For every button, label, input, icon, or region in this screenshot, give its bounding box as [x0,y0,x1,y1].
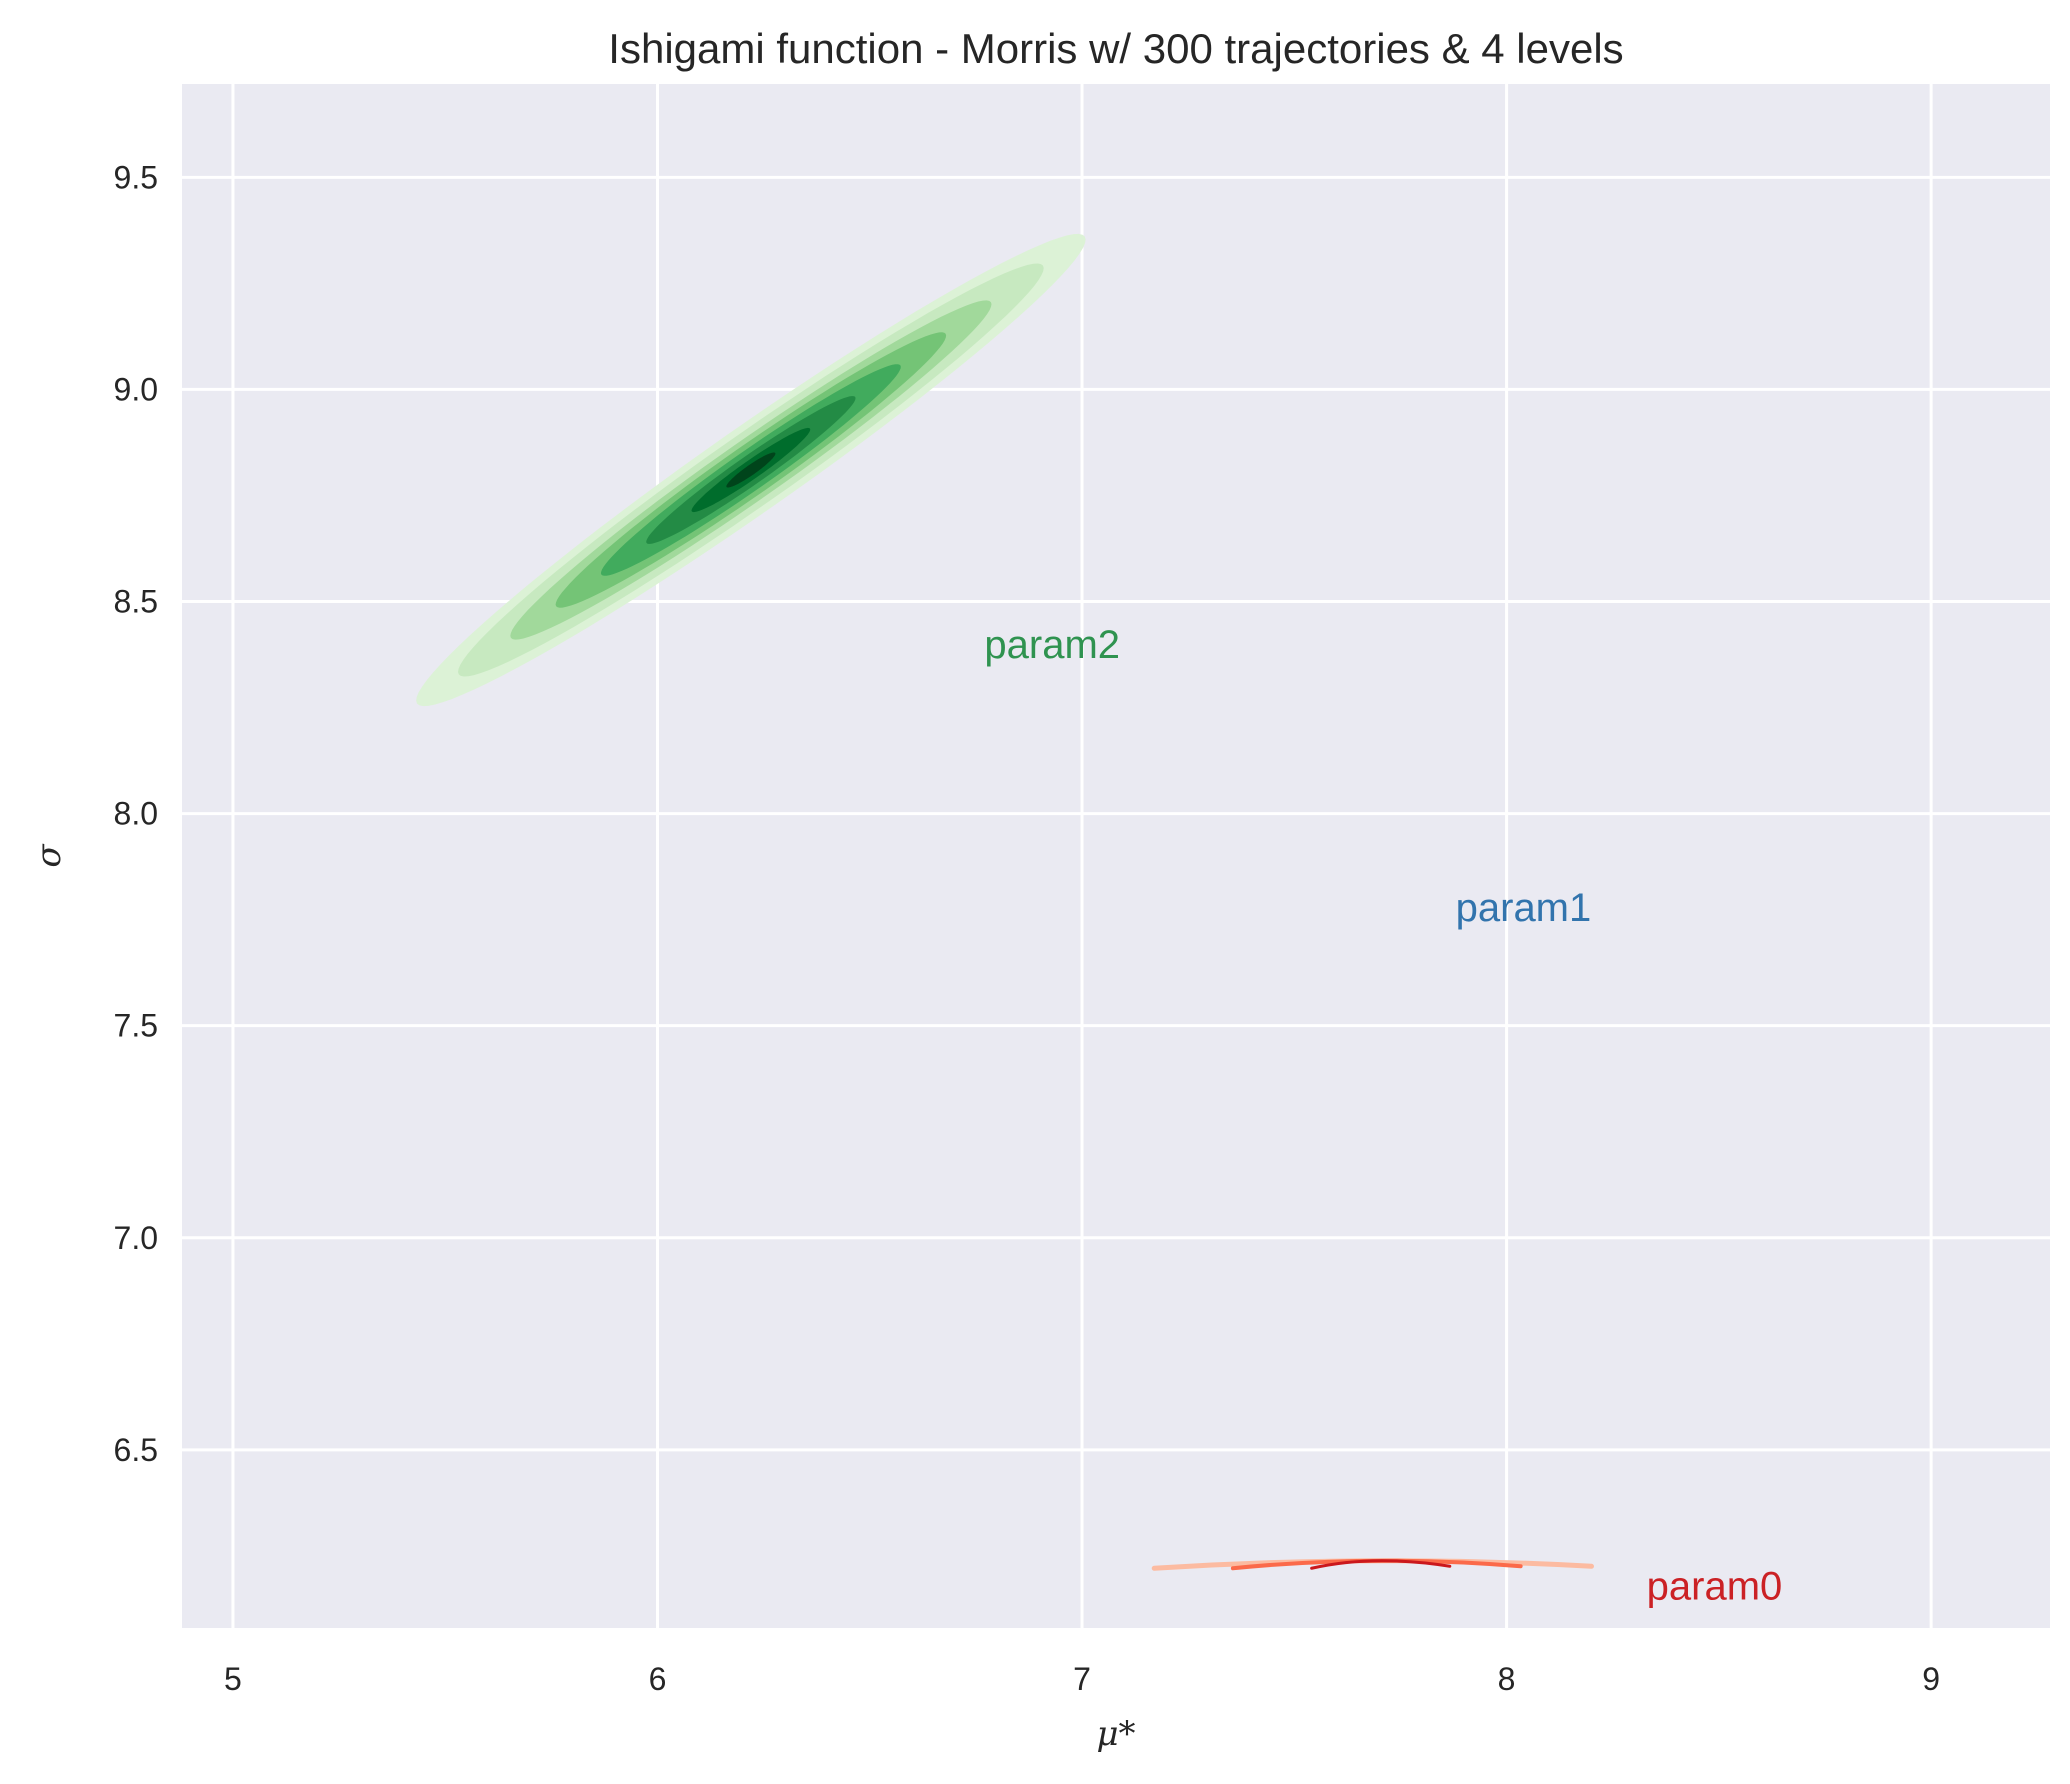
x-tick-label: 5 [224,1661,242,1697]
kde-contours [416,233,1594,1571]
y-tick-label: 8.5 [114,583,158,619]
x-tick-label: 8 [1498,1661,1516,1697]
y-tick-label: 9.5 [114,159,158,195]
y-tick-label: 7.0 [114,1220,158,1256]
x-tick-label: 9 [1922,1661,1940,1697]
y-tick-label: 7.5 [114,1008,158,1044]
tick-labels: 5 6 7 8 9 6.5 7.0 7.5 8.0 8.5 9.0 9.5 [114,159,1941,1697]
param1-label: param1 [1456,886,1592,930]
param0-contour-line [1310,1559,1452,1570]
param2-contour-level-8 [726,452,776,488]
param0-density [1151,1558,1594,1571]
chart-title: Ishigami function - Morris w/ 300 trajec… [608,25,1623,72]
x-axis-label: μ* [1096,1714,1135,1754]
param2-density [416,233,1086,707]
y-tick-label: 9.0 [114,371,158,407]
grid-lines [182,84,2050,1628]
y-tick-label: 6.5 [114,1432,158,1468]
x-tick-label: 7 [1073,1661,1091,1697]
y-axis-label: σ [29,844,69,868]
x-tick-label: 6 [649,1661,667,1697]
plot-area-background [182,84,2050,1628]
param2-label: param2 [984,623,1120,667]
series-labels: param2 param1 param0 [984,623,1782,1609]
y-tick-label: 8.0 [114,796,158,832]
param0-label: param0 [1647,1565,1783,1609]
